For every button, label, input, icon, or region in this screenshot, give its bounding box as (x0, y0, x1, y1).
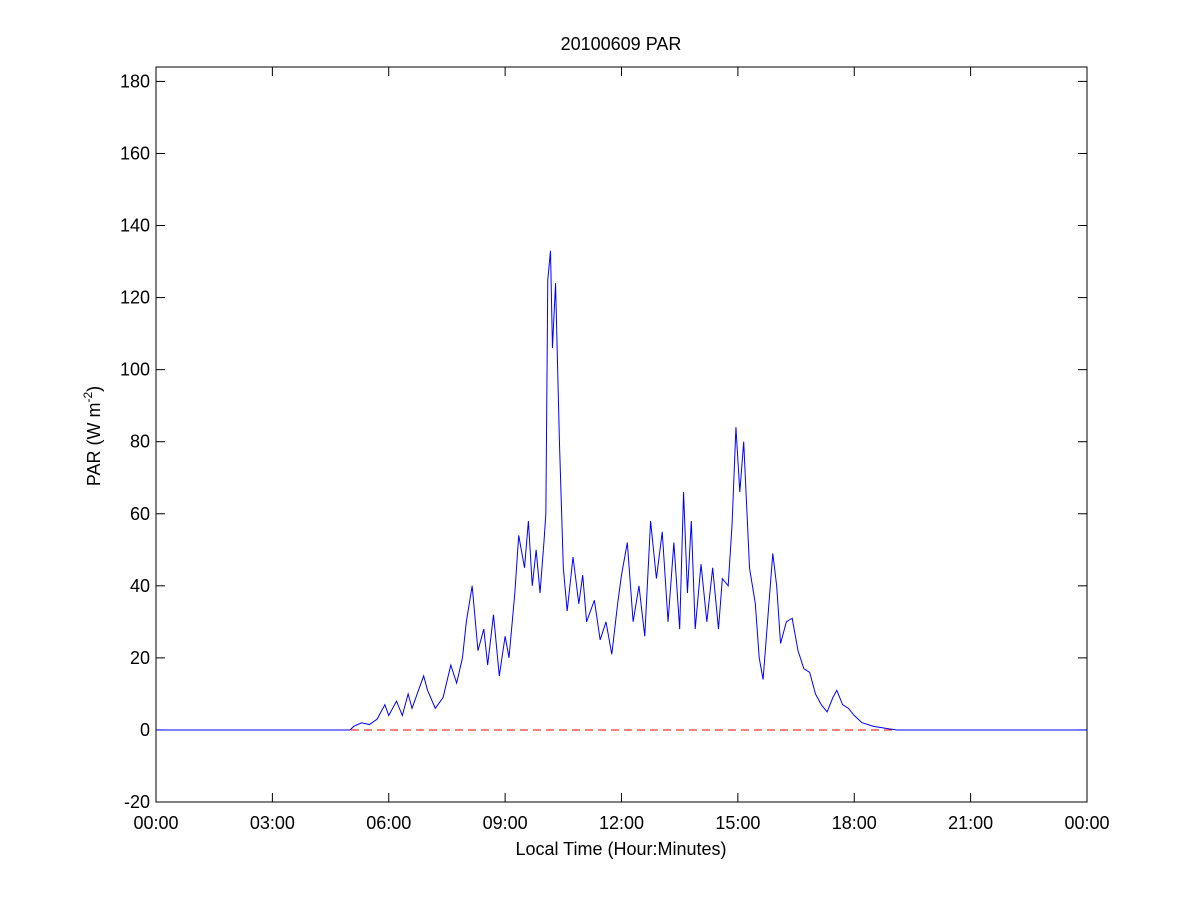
y-label-suffix: ) (84, 386, 104, 392)
x-tick-label: 03:00 (250, 813, 295, 833)
x-tick-label: 21:00 (948, 813, 993, 833)
y-label-superscript: -2 (81, 392, 95, 403)
x-tick-label: 15:00 (715, 813, 760, 833)
y-tick-label: 60 (130, 504, 150, 524)
y-tick-label: 40 (130, 576, 150, 596)
y-tick-label: 140 (120, 216, 150, 236)
x-tick-label: 09:00 (483, 813, 528, 833)
x-tick-label: 00:00 (133, 813, 178, 833)
y-tick-label: 100 (120, 360, 150, 380)
y-tick-label: -20 (124, 792, 150, 812)
x-axis-label: Local Time (Hour:Minutes) (515, 839, 726, 859)
data-line (156, 250, 1087, 731)
chart-title: 20100609 PAR (561, 34, 682, 54)
y-tick-label: 80 (130, 432, 150, 452)
x-tick-label: 12:00 (599, 813, 644, 833)
y-axis-label: PAR (W m-2) (81, 386, 104, 486)
y-tick-label: 160 (120, 143, 150, 163)
y-tick-label: 180 (120, 71, 150, 91)
y-tick-label: 120 (120, 288, 150, 308)
y-tick-label: 20 (130, 648, 150, 668)
x-tick-label: 18:00 (832, 813, 877, 833)
y-tick-label: 0 (140, 720, 150, 740)
y-label-text: PAR (W m (84, 403, 104, 487)
x-tick-label: 00:00 (1064, 813, 1109, 833)
x-tick-label: 06:00 (366, 813, 411, 833)
